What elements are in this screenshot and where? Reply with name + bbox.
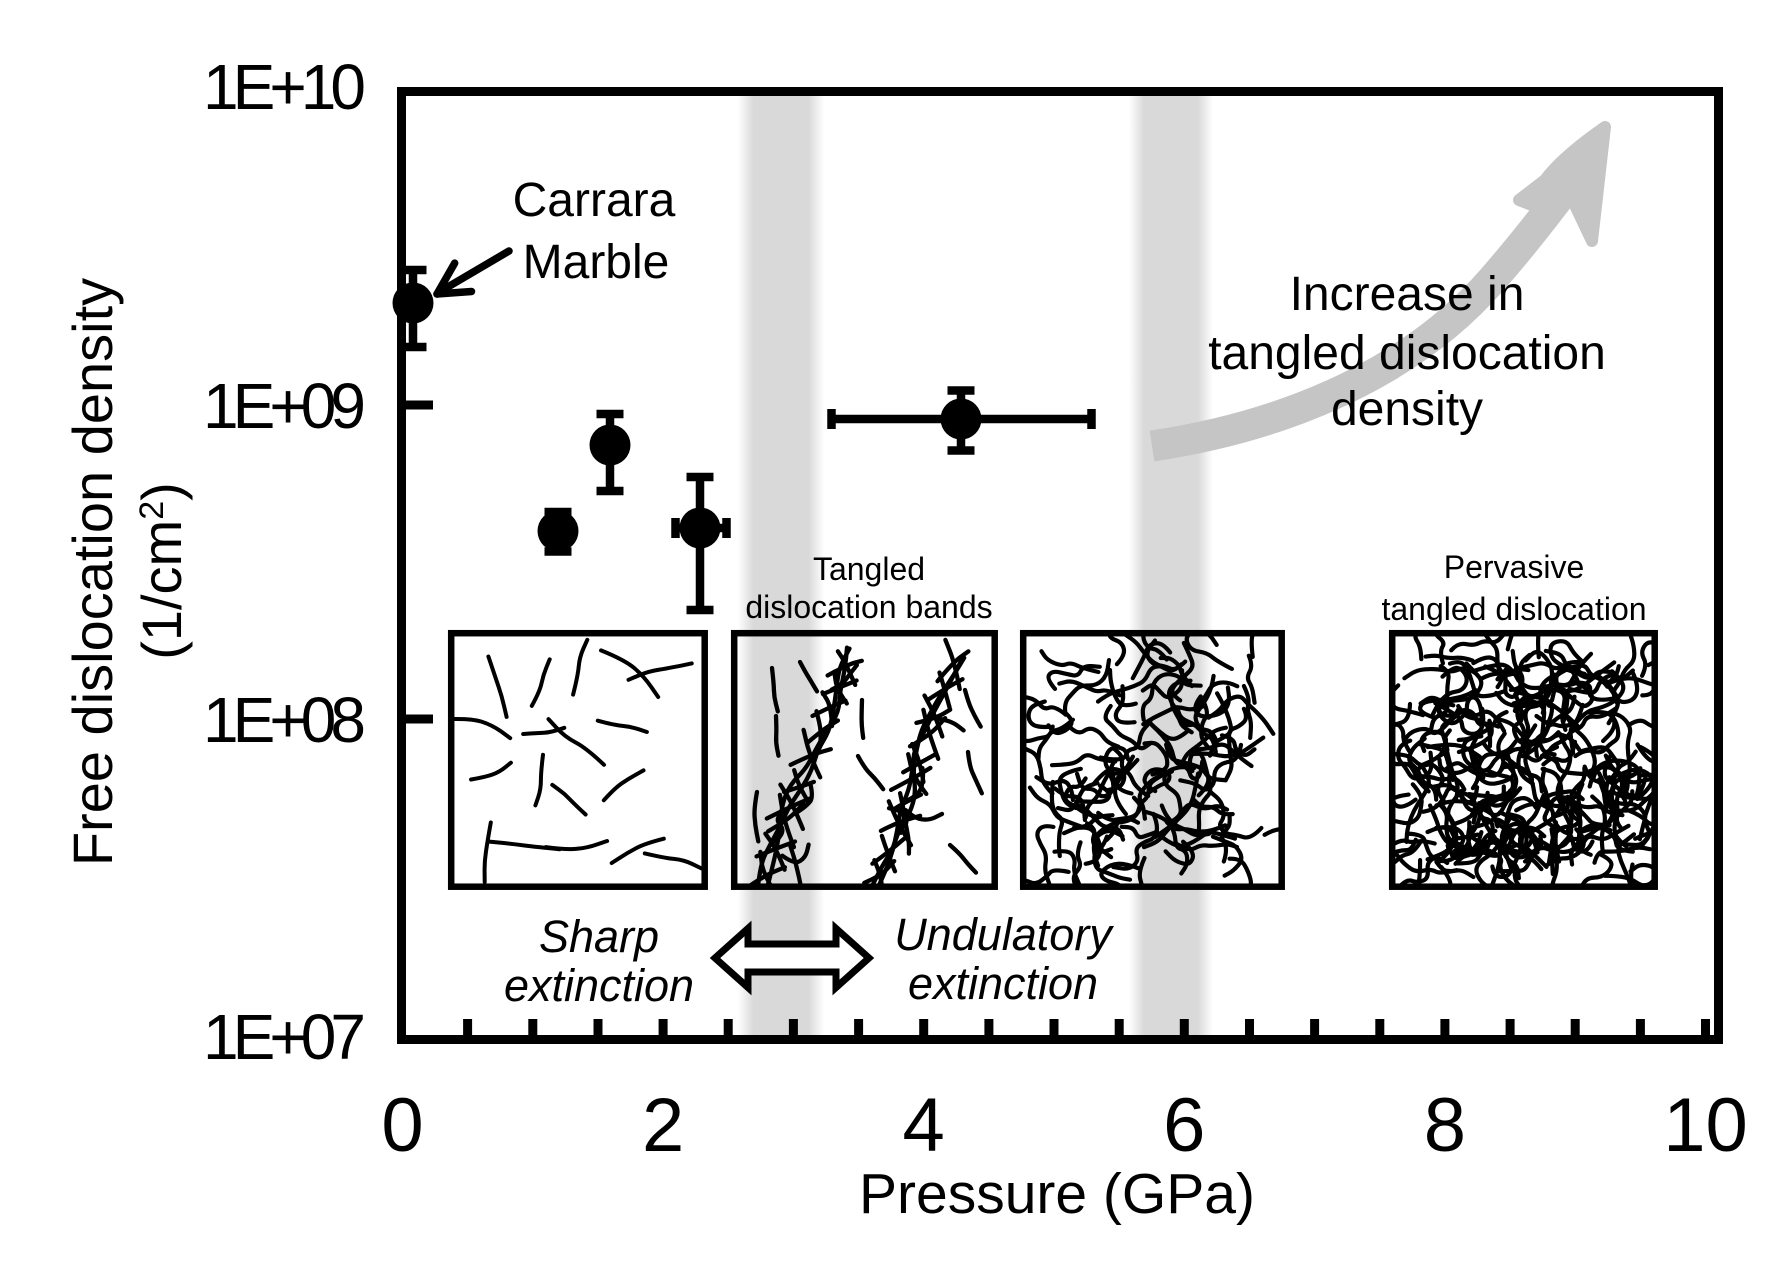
svg-text:0: 0 [381,1083,423,1168]
svg-text:density: density [1331,383,1483,436]
svg-text:Pervasive: Pervasive [1444,549,1585,585]
svg-text:1E+07: 1E+07 [203,1001,366,1073]
svg-text:Marble: Marble [523,236,670,289]
svg-text:6: 6 [1163,1083,1205,1168]
svg-text:extinction: extinction [908,958,1098,1009]
svg-text:extinction: extinction [504,960,694,1011]
svg-text:dislocation bands: dislocation bands [745,589,992,625]
svg-text:Increase in: Increase in [1290,268,1525,321]
svg-text:Carrara: Carrara [513,174,676,227]
svg-text:tangled dislocation: tangled dislocation [1208,327,1606,380]
svg-text:Free dislocation density: Free dislocation density [61,278,124,866]
svg-text:Sharp: Sharp [539,911,659,962]
svg-text:4: 4 [903,1083,945,1168]
svg-text:Undulatory: Undulatory [894,909,1114,960]
svg-text:8: 8 [1424,1083,1466,1168]
svg-text:1E+08: 1E+08 [203,684,366,756]
svg-text:10: 10 [1663,1083,1748,1168]
svg-text:tangled dislocation: tangled dislocation [1381,591,1646,627]
svg-text:1E+10: 1E+10 [203,51,366,123]
svg-text:Tangled: Tangled [813,551,925,587]
svg-text:1E+09: 1E+09 [203,370,366,442]
svg-text:2: 2 [642,1083,684,1168]
svg-text:Pressure (GPa): Pressure (GPa) [859,1162,1255,1226]
